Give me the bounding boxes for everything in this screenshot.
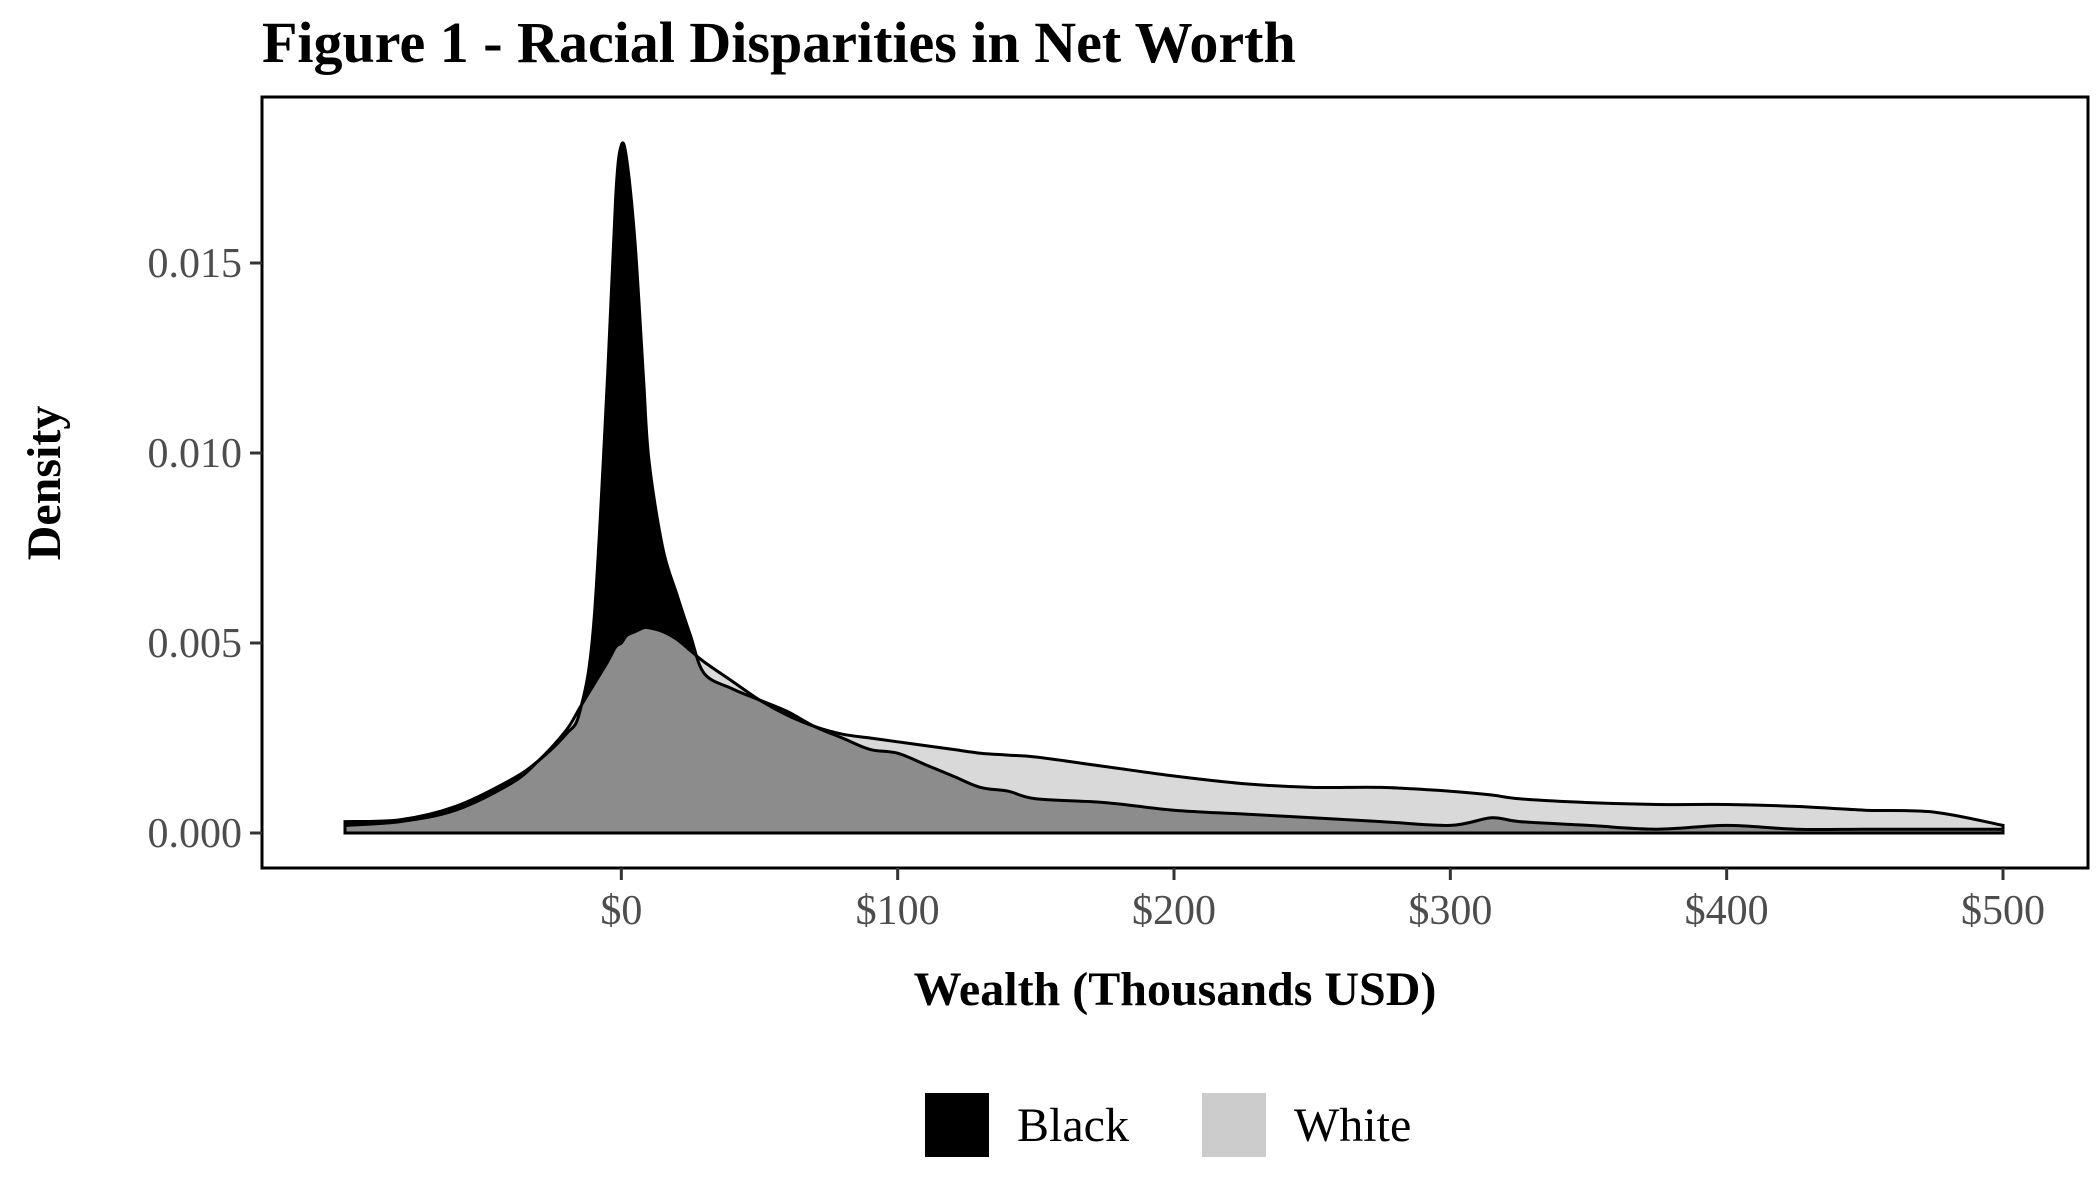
y-axis: 0.000 0.005 0.010 0.015 [148,241,262,857]
x-axis-title: Wealth (Thousands USD) [914,963,1437,1016]
legend-swatch-black [925,1093,989,1157]
legend-label-black: Black [1017,1099,1129,1152]
x-tick-label: $500 [1961,888,2045,934]
legend: Black White [925,1093,1411,1157]
chart-title: Figure 1 - Racial Disparities in Net Wor… [262,10,1296,75]
x-tick-label: $300 [1408,888,1492,934]
plot-area [343,141,2005,835]
x-tick-label: $400 [1685,888,1769,934]
series-black-outline [343,141,2005,835]
series-overlap-area [345,627,2003,833]
y-axis-title: Density [18,406,71,561]
legend-swatch-white [1202,1093,1266,1157]
y-tick-label: 0.010 [148,431,243,477]
x-tick-label: $0 [600,888,642,934]
plot-frame [260,95,2090,870]
legend-label-white: White [1294,1099,1411,1152]
y-tick-label: 0.005 [148,621,243,667]
y-tick-label: 0.015 [148,241,243,287]
series-white-outline [343,625,2005,835]
x-tick-label: $200 [1132,888,1216,934]
x-axis: $0 $100 $200 $300 $400 $500 [600,868,2045,934]
x-tick-label: $100 [856,888,940,934]
y-tick-label: 0.000 [148,811,243,857]
